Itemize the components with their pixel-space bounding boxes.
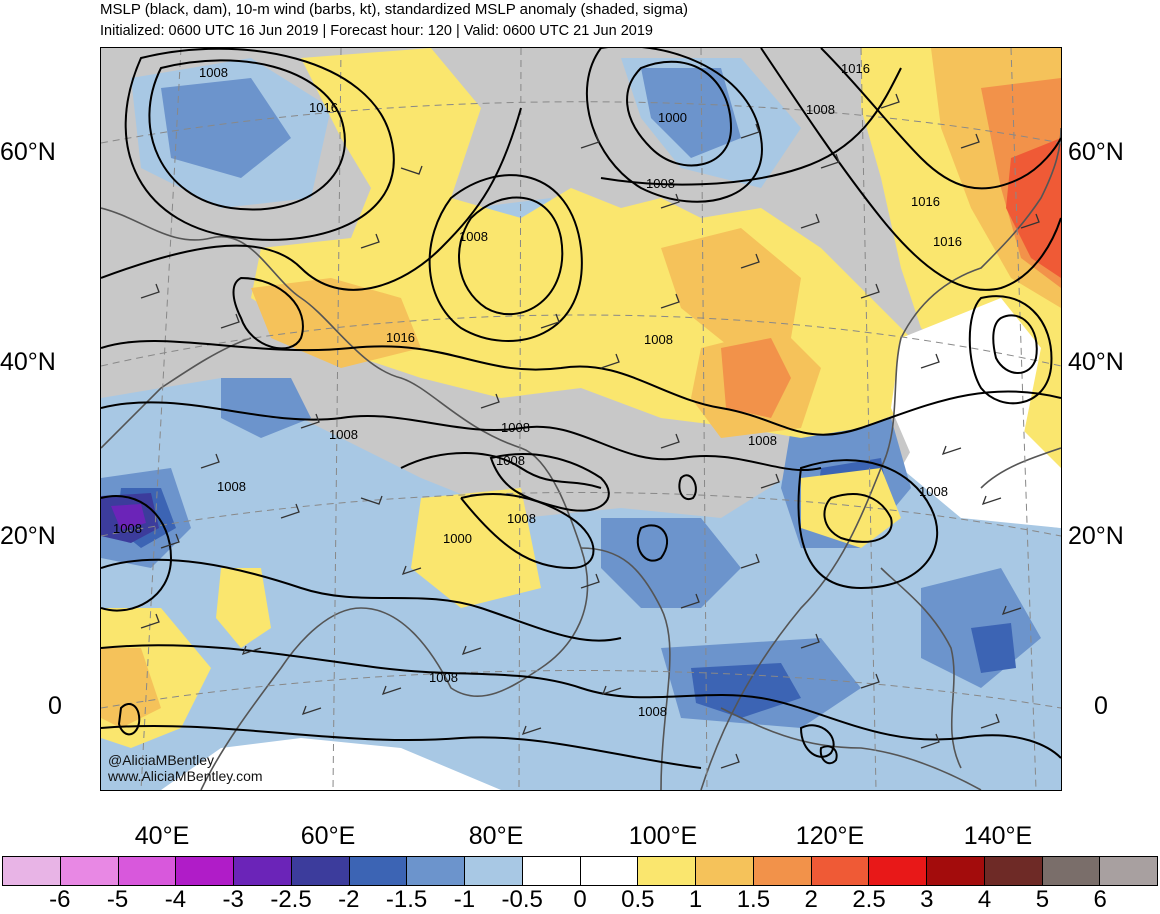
colorbar-swatch <box>1042 857 1101 885</box>
lat-label-left: 20°N <box>0 522 56 550</box>
colorbar-label: 1 <box>688 886 703 913</box>
colorbar-label: -2 <box>338 886 360 913</box>
colorbar-swatch <box>465 857 523 885</box>
isobar-label: 1008 <box>199 65 228 80</box>
isobar-label: 1008 <box>806 102 835 117</box>
colorbar-swatch <box>753 857 812 885</box>
isobar-label: 1008 <box>496 453 525 468</box>
colorbar-label: -4 <box>164 886 187 913</box>
lon-label: 120°E <box>795 822 865 850</box>
isobar-label: 1008 <box>429 670 458 685</box>
colorbar-label: -2.5 <box>270 886 312 913</box>
isobar-labels: 1008 1016 1000 1008 1016 1008 1016 1016 … <box>113 61 962 719</box>
isobar-label: 1000 <box>443 531 472 546</box>
lon-label: 40°E <box>134 822 190 850</box>
colorbar <box>2 856 1158 886</box>
credit-handle: @AliciaMBentley <box>108 752 215 768</box>
isobar-label: 1008 <box>113 521 142 536</box>
colorbar-swatch <box>1100 857 1157 885</box>
lat-label-left: 60°N <box>0 138 56 166</box>
colorbar-swatch <box>984 857 1043 885</box>
colorbar-swatch <box>811 857 870 885</box>
colorbar-label: 2.5 <box>852 886 886 913</box>
colorbar-swatch <box>869 857 927 885</box>
lat-label-left: 0 <box>48 692 62 720</box>
colorbar-label: -3 <box>222 886 244 913</box>
colorbar-label: -5 <box>106 886 129 913</box>
isobar-label: 1016 <box>933 234 962 249</box>
colorbar-swatch <box>234 857 292 885</box>
lat-label-right: 20°N <box>1068 522 1124 550</box>
colorbar-swatch <box>118 857 177 885</box>
isobars <box>101 48 1061 769</box>
colorbar-label: 5 <box>1035 886 1050 913</box>
isobar-label: 1008 <box>646 176 675 191</box>
colorbar-swatch <box>696 857 754 885</box>
graticule <box>101 48 1061 790</box>
map-panel: 1008 1016 1000 1008 1016 1008 1016 1016 … <box>100 47 1062 791</box>
colorbar-label: 1.5 <box>736 886 771 913</box>
colorbar-swatch <box>407 857 465 885</box>
colorbar-swatch <box>580 857 639 885</box>
lat-label-right: 40°N <box>1068 348 1124 376</box>
isobar-label: 1016 <box>309 100 338 115</box>
isobar-label: 1008 <box>919 484 948 499</box>
colorbar-swatch <box>349 857 408 885</box>
isobar-label: 1016 <box>841 61 870 76</box>
lon-label: 80°E <box>468 822 524 850</box>
chart-title: MSLP (black, dam), 10-m wind (barbs, kt)… <box>100 1 689 18</box>
colorbar-label: -1 <box>453 886 476 913</box>
lat-label-left: 40°N <box>0 348 56 376</box>
lat-label-right: 60°N <box>1068 138 1124 166</box>
colorbar-swatch <box>522 857 581 885</box>
colorbar-label: 6 <box>1093 886 1107 913</box>
colorbar-swatch <box>927 857 985 885</box>
wind-barbs <box>140 93 1040 769</box>
isobar-label: 1008 <box>748 433 777 448</box>
isobar-label: 1016 <box>911 194 940 209</box>
isobar-label: 1008 <box>459 229 488 244</box>
colorbar-swatch <box>291 857 350 885</box>
lon-label: 100°E <box>628 822 698 850</box>
lat-label-right: 0 <box>1094 692 1108 720</box>
coastlines <box>101 127 1061 790</box>
isobar-label: 1008 <box>507 511 536 526</box>
credit-website: www.AliciaMBentley.com <box>108 768 263 784</box>
colorbar-label: -1.5 <box>385 886 428 913</box>
lon-label: 140°E <box>963 822 1033 850</box>
colorbar-swatch <box>176 857 234 885</box>
map-canvas: 1008 1016 1000 1008 1016 1008 1016 1016 … <box>101 48 1061 790</box>
isobar-label: 1000 <box>658 110 687 125</box>
colorbar-label: 0.5 <box>621 886 655 913</box>
isobar-label: 1008 <box>638 704 667 719</box>
isobar-label: 1008 <box>217 479 246 494</box>
colorbar-swatch <box>60 857 119 885</box>
chart-subtitle: Initialized: 0600 UTC 16 Jun 2019 | Fore… <box>100 23 653 39</box>
colorbar-label: 4 <box>977 886 992 913</box>
colorbar-label: 0 <box>573 886 587 913</box>
isobar-label: 1008 <box>501 420 530 435</box>
colorbar-label: -0.5 <box>501 886 543 913</box>
colorbar-swatch <box>3 857 61 885</box>
lon-label: 60°E <box>300 822 356 850</box>
colorbar-label: 3 <box>920 886 934 913</box>
isobar-label: 1008 <box>329 427 358 442</box>
isobar-label: 1016 <box>386 330 415 345</box>
isobar-label: 1008 <box>644 332 673 347</box>
colorbar-label: 2 <box>804 886 818 913</box>
colorbar-label: -6 <box>49 886 71 913</box>
colorbar-swatch <box>638 857 696 885</box>
